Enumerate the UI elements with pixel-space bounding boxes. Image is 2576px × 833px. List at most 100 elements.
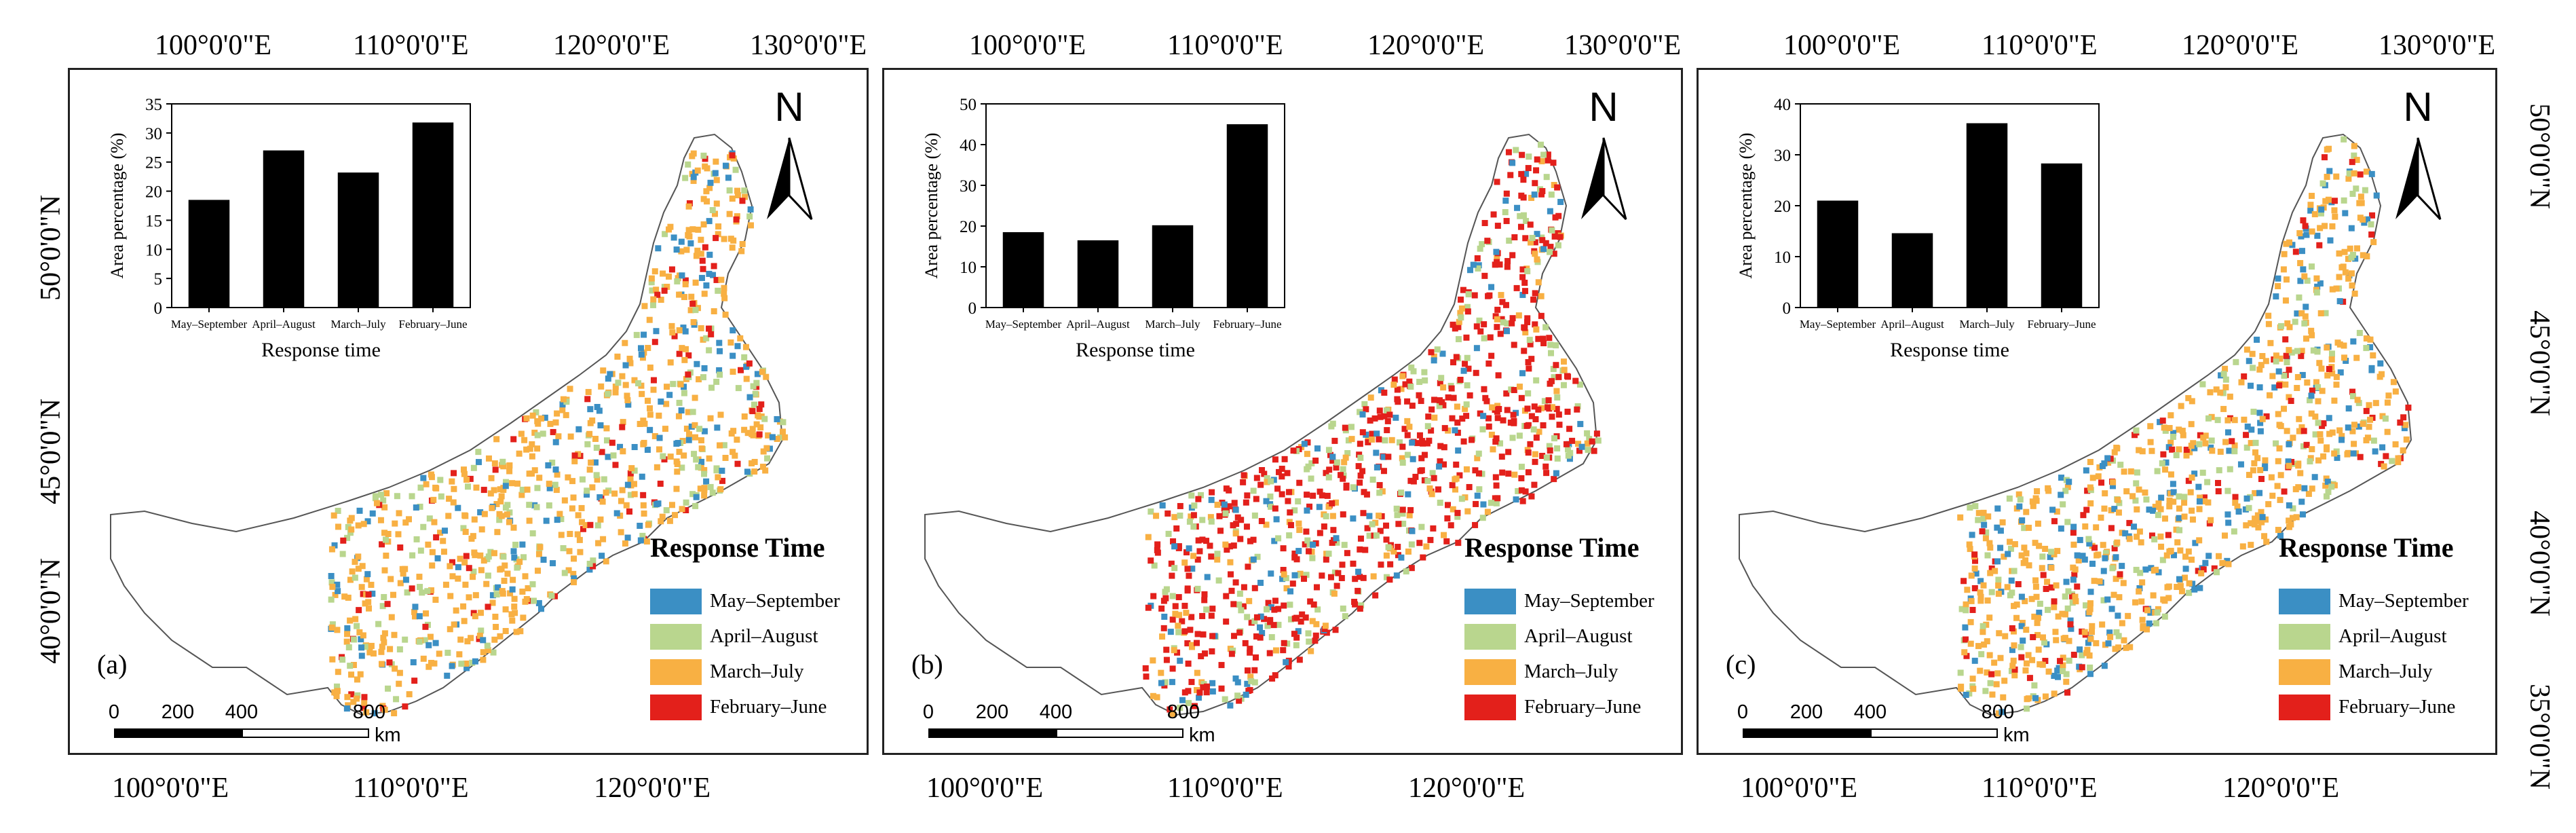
map-pixel (451, 470, 457, 477)
map-pixel (2349, 393, 2356, 400)
map-pixel (344, 625, 351, 631)
map-pixel (1405, 491, 1412, 498)
map-pixel (2363, 335, 2370, 342)
map-pixel (703, 282, 710, 289)
map-pixel (1308, 460, 1315, 466)
map-pixel (1535, 406, 1542, 413)
map-pixel (1185, 688, 1192, 695)
map-pixel (657, 480, 664, 487)
map-pixel (1145, 604, 1152, 611)
map-pixel (2063, 578, 2070, 585)
map-pixel (2277, 472, 2284, 479)
map-pixel (1295, 498, 1302, 504)
map-pixel (2296, 230, 2303, 237)
map-pixel (2319, 388, 2326, 394)
map-pixel (1494, 324, 1500, 331)
map-pixel (2129, 493, 2136, 500)
map-pixel (2104, 596, 2111, 603)
map-pixel (611, 490, 618, 497)
map-pixel (1234, 679, 1241, 686)
map-pixel (741, 426, 748, 433)
map-pixel (2243, 444, 2250, 451)
map-pixel (1302, 614, 1309, 621)
map-pixel (2108, 525, 2115, 532)
map-pixel (654, 464, 660, 470)
map-pixel (600, 536, 607, 542)
map-pixel (526, 517, 533, 524)
map-pixel (2360, 420, 2366, 427)
map-pixel (651, 432, 658, 439)
map-pixel (2006, 495, 2013, 502)
map-pixel (2044, 578, 2051, 585)
map-pixel (1181, 628, 1188, 635)
map-pixel (1391, 376, 1398, 383)
map-pixel (2062, 593, 2068, 600)
map-pixel (2161, 515, 2168, 522)
map-pixel (1540, 246, 1547, 253)
map-pixel (2148, 608, 2155, 615)
map-pixel (2112, 646, 2119, 652)
map-pixel (2107, 456, 2114, 462)
map-pixel (1335, 570, 1342, 576)
map-pixel (676, 399, 683, 406)
map-pixel (2222, 439, 2229, 445)
map-pixel (2312, 413, 2319, 420)
map-pixel (2200, 434, 2207, 441)
map-pixel (1409, 456, 1416, 462)
map-pixel (631, 377, 638, 384)
map-pixel (2259, 415, 2266, 422)
map-pixel (350, 662, 357, 669)
map-pixel (743, 363, 750, 370)
map-pixel (2070, 651, 2077, 658)
map-pixel (2048, 564, 2055, 571)
map-pixel (1263, 606, 1270, 613)
map-pixel (2256, 366, 2263, 373)
map-pixel (759, 464, 766, 470)
map-pixel (1961, 649, 1968, 656)
map-pixel (1330, 527, 1337, 534)
map-pixel (1445, 502, 1452, 508)
map-pixel (1421, 369, 1428, 375)
map-pixel (1452, 486, 1459, 493)
map-pixel (1383, 552, 1390, 559)
y-tick-label: 20 (145, 183, 162, 202)
map-pixel (2325, 196, 2332, 203)
scale-segment-light (1870, 728, 1998, 738)
map-pixel (2252, 449, 2259, 456)
map-pixel (1457, 310, 1464, 316)
map-pixel (693, 494, 700, 500)
map-pixel (2282, 381, 2289, 388)
map-pixel (1450, 394, 1457, 401)
map-pixel (2070, 576, 2077, 583)
map-pixel (2309, 193, 2315, 200)
map-pixel (2344, 451, 2351, 458)
north-letter: N (774, 84, 804, 130)
map-pixel (2331, 207, 2338, 214)
map-pixel (1977, 597, 1984, 604)
map-pixel (356, 507, 363, 514)
map-pixel (1275, 535, 1282, 542)
map-pixel (2243, 346, 2250, 353)
map-pixel (749, 460, 755, 467)
map-pixel (718, 276, 725, 283)
map-pixel (2290, 505, 2296, 512)
map-pixel (472, 613, 478, 620)
map-pixel (1476, 317, 1483, 324)
map-pixel (538, 606, 545, 612)
map-pixel (1504, 320, 1511, 327)
map-pixel (597, 516, 604, 523)
map-pixel (2087, 635, 2094, 642)
map-pixel (2267, 339, 2274, 346)
map-pixel (2317, 280, 2324, 286)
map-pixel (2397, 419, 2404, 426)
map-pixel (477, 552, 484, 559)
map-pixel (1565, 373, 1572, 380)
map-pixel (2357, 171, 2364, 178)
map-pixel (1984, 669, 1990, 676)
map-pixel (2328, 356, 2335, 363)
map-pixel (2313, 379, 2319, 386)
map-pixel (1440, 461, 1447, 468)
map-pixel (1525, 359, 1532, 366)
map-pixel (610, 452, 617, 459)
